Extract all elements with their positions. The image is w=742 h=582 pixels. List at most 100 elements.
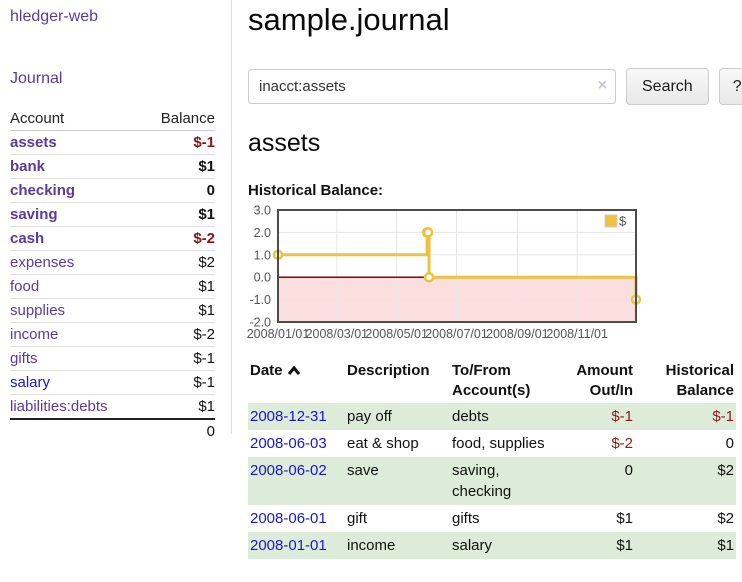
account-link[interactable]: supplies [10,302,66,319]
account-balance: $1 [141,298,215,323]
account-row: bank $1 [10,154,215,179]
account-link[interactable]: assets [10,134,57,151]
search-form: × Search ? [248,68,742,105]
account-heading: assets [248,129,321,157]
svg-text:1.0: 1.0 [254,248,271,262]
account-name-cell: assets [10,130,142,155]
main-panel: sample.journal × Search ? assets Histori… [232,0,742,559]
transaction-row: 2008-01-01 income salary $1 $1 [248,532,736,559]
account-link[interactable]: income [10,326,59,343]
account-row: income $-2 [10,322,215,347]
transactions-table: Date Description To/From Account(s) Amou… [248,359,736,559]
balance-cell: $-1 [712,408,734,425]
transaction-date-link[interactable]: 2008-06-01 [250,510,327,527]
svg-text:3.0: 3.0 [254,204,271,218]
col-header-date[interactable]: Date [248,359,345,403]
chart-label: Historical Balance: [248,182,384,199]
chart-box: 3.0 2.0 1.0 0.0 -1.0 -2.0 2008/01/01 2008/03/01… [247,204,742,343]
account-link[interactable]: cash [10,230,45,247]
amount-cell: 0 [624,462,633,479]
description-cell: gift [347,510,368,527]
balance-cell: $2 [717,510,734,527]
account-name-cell: food [10,274,142,299]
svg-text:$: $ [619,214,627,229]
description-cell: save [347,462,379,479]
svg-text:-1.0: -1.0 [249,293,271,307]
transactions-body: 2008-12-31 pay off debts $-1 $-1 2008-06-03 ea… [248,403,736,559]
account-balance: $-2 [141,322,215,347]
accounts-total-row: 0 [10,417,215,443]
account-link[interactable]: food [10,278,40,295]
accounts-header-balance: Balance [141,107,215,131]
description-cell: income [347,537,396,554]
account-balance: $-1 [141,130,215,155]
account-name-cell: expenses [10,250,142,275]
amount-cell: $-1 [611,408,633,425]
account-name-cell: saving [10,202,142,227]
svg-text:2008/09/01: 2008/09/01 [486,327,549,341]
account-balance: 0 [141,178,215,203]
account-name-cell: liabilities:debts [10,394,142,419]
spacer [10,417,142,443]
svg-text:2008/05/01: 2008/05/01 [365,327,428,341]
account-balance: $1 [141,394,215,419]
account-link[interactable]: saving [10,206,58,223]
col-header-description: Description [347,362,430,379]
svg-text:2008/01/01: 2008/01/01 [247,327,310,341]
transaction-date-link[interactable]: 2008-12-31 [250,408,327,425]
account-link[interactable]: liabilities:debts [10,397,108,415]
account-name-cell: bank [10,154,142,179]
account-link[interactable]: salary [10,374,51,391]
account-name-cell: gifts [10,346,142,371]
col-header-accounts: To/From Account(s) [452,362,531,399]
brand-link[interactable]: hledger-web [10,8,99,25]
col-header-balance: Historical Balance [665,362,734,399]
account-link[interactable]: expenses [10,254,75,271]
account-row: assets $-1 [10,130,215,155]
transaction-date-link[interactable]: 2008-06-03 [250,435,327,452]
account-row: cash $-2 [10,226,215,251]
accounts-body: assets $-1 bank $1 checking 0 saving $1 cash $-2 e… [10,130,215,419]
account-balance: $1 [141,274,215,299]
transaction-row: 2008-12-31 pay off debts $-1 $-1 [248,403,736,430]
accounts-total-value: 0 [141,417,215,443]
date-cell: 2008-01-01 [248,532,345,559]
svg-text:2008/03/01: 2008/03/01 [306,327,369,341]
account-name-cell: checking [10,178,142,203]
account-link[interactable]: gifts [10,350,38,367]
svg-text:2008/11/01: 2008/11/01 [546,327,608,341]
account-balance: $2 [141,250,215,275]
account-name-cell: supplies [10,298,142,323]
sidebar-item-journal[interactable]: Journal [10,70,63,87]
account-name-cell: salary [10,370,142,395]
account-row: liabilities:debts $1 [10,394,215,419]
svg-text:0.0: 0.0 [254,271,271,285]
account-link[interactable]: bank [10,158,46,175]
transaction-date-link[interactable]: 2008-06-02 [250,462,327,479]
description-cell: pay off [347,408,392,425]
search-button[interactable]: Search [626,68,709,105]
amount-cell: $-2 [611,435,633,452]
account-row: checking 0 [10,178,215,203]
account-row: saving $1 [10,202,215,227]
svg-text:-2.0: -2.0 [249,316,271,330]
balance-cell: 0 [725,435,734,452]
balance-cell: $2 [717,462,734,479]
help-button[interactable]: ? [718,68,742,105]
accounts-table: Account Balance assets $-1 bank $1 checking 0… [10,107,215,443]
accounts-header-account: Account [10,107,142,131]
sort-ascending-icon [287,365,300,375]
search-input[interactable] [248,69,616,104]
account-name-cell: cash [10,226,142,251]
date-cell: 2008-06-03 [248,430,345,457]
description-cell: eat & shop [347,435,419,452]
account-balance: $1 [141,202,215,227]
clear-search-icon[interactable]: × [597,77,607,94]
account-name-cell: income [10,322,142,347]
account-balance: $-1 [141,346,215,371]
transaction-row: 2008-06-01 gift gifts $1 $2 [248,505,736,532]
app-layout: hledger-web Journal Account Balance asse… [10,0,742,559]
transaction-date-link[interactable]: 2008-01-01 [250,537,327,554]
account-link[interactable]: checking [10,182,76,199]
accounts-cell: debts [452,408,489,425]
